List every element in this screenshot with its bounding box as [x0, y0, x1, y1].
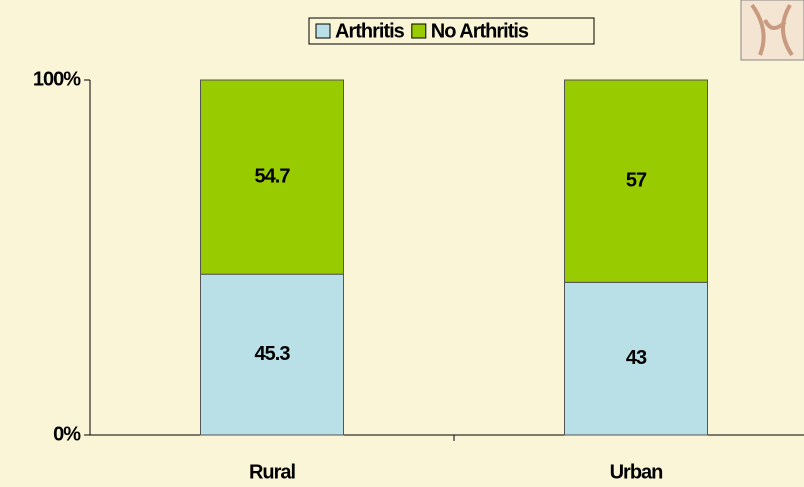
image-frame [740, 0, 804, 61]
x-tick-label: Rural [249, 461, 296, 483]
data-label: 54.7 [255, 165, 291, 187]
bar-segment [200, 273, 344, 436]
legend-label: Arthritis [335, 20, 405, 42]
bar-segment [200, 79, 344, 275]
y-tick-label: 0% [53, 423, 81, 445]
legend-swatch [411, 23, 427, 39]
data-label: 45.3 [255, 343, 291, 365]
image-sketch [750, 3, 794, 57]
y-tick-label: 100% [33, 68, 81, 90]
legend-box [308, 17, 595, 45]
bar-segment [564, 281, 708, 436]
legend-swatch [315, 23, 331, 39]
corner-image [740, 0, 804, 61]
data-label: 57 [626, 169, 647, 191]
x-tick-label: Urban [610, 461, 663, 483]
data-label: 43 [626, 347, 647, 369]
legend-label: No Arthritis [431, 20, 529, 42]
bar-segment [564, 79, 708, 283]
